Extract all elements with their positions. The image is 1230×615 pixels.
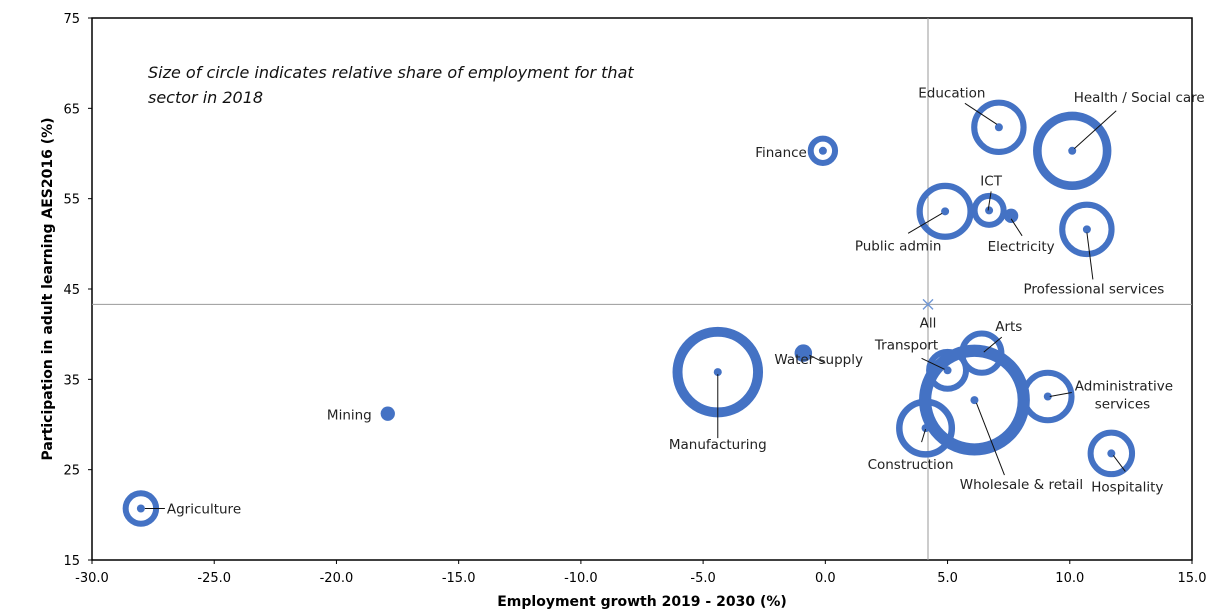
bubble-water-supply bbox=[794, 344, 813, 362]
y-tick-label: 75 bbox=[63, 12, 80, 27]
reference-crosshair bbox=[92, 18, 1192, 560]
bubbles-layer bbox=[122, 99, 1136, 527]
leader-electricity bbox=[1010, 218, 1023, 237]
bubble-center-manufacturing bbox=[713, 368, 722, 377]
bubble-center-wholesale-retail bbox=[970, 396, 979, 405]
y-axis-ticks: 15 25 35 45 55 65 75 bbox=[63, 12, 92, 569]
bubble-center-arts bbox=[977, 349, 986, 358]
bubble-center-education bbox=[994, 123, 1003, 132]
leader-professional-services bbox=[1086, 232, 1094, 280]
x-axis-ticks: -30.0 -25.0 -20.0 -15.0 -10.0 -5.0 0.0 5.0 10.0 1… bbox=[75, 560, 1206, 586]
label-mining: Mining bbox=[327, 408, 372, 424]
leader-education bbox=[964, 102, 998, 125]
x-tick-label: -20.0 bbox=[320, 571, 354, 586]
bubble-center-finance bbox=[818, 146, 827, 155]
bubble-administrative-services bbox=[1021, 369, 1075, 424]
bubble-electricity bbox=[1003, 208, 1019, 223]
bubble-arts bbox=[959, 330, 1005, 376]
reference-point-marker bbox=[922, 298, 934, 310]
label-professional-services: Professional services bbox=[1023, 281, 1164, 297]
y-tick-label: 55 bbox=[63, 193, 80, 208]
x-tick-label: 0.0 bbox=[815, 571, 836, 586]
label-finance: Finance bbox=[755, 145, 807, 161]
y-axis-title: Participation in adult learning AES2016 … bbox=[40, 117, 56, 460]
leader-hospitality bbox=[1112, 455, 1126, 472]
bubble-center-public-admin bbox=[941, 207, 950, 216]
x-tick-label: 15.0 bbox=[1178, 571, 1207, 586]
bubble-professional-services bbox=[1059, 201, 1115, 258]
leader-health-social-care bbox=[1073, 110, 1117, 150]
x-tick-label: -5.0 bbox=[690, 571, 715, 586]
y-tick-label: 45 bbox=[63, 283, 80, 298]
x-axis-title: Employment growth 2019 - 2030 (%) bbox=[497, 594, 787, 610]
label-hospitality: Hospitality bbox=[1091, 479, 1163, 495]
label-all: All bbox=[920, 315, 937, 331]
label-health-social-care: Health / Social care bbox=[1074, 90, 1205, 106]
bubble-center-agriculture bbox=[136, 504, 145, 513]
bubble-center-ict bbox=[985, 206, 994, 215]
leader-transport bbox=[921, 357, 945, 370]
bubble-mining bbox=[380, 406, 395, 421]
leader-water-supply bbox=[809, 354, 826, 364]
x-tick-label: 5.0 bbox=[937, 571, 958, 586]
annotation-line-1: Size of circle indicates relative share … bbox=[148, 63, 634, 82]
bubble-construction bbox=[896, 398, 956, 458]
bubble-education bbox=[971, 99, 1027, 156]
y-tick-label: 15 bbox=[63, 554, 80, 569]
label-water-supply: Water supply bbox=[774, 352, 863, 368]
plot-area bbox=[91, 17, 1193, 561]
label-arts: Arts bbox=[995, 319, 1022, 335]
y-tick-label: 25 bbox=[63, 464, 80, 479]
leader-ict bbox=[987, 191, 992, 211]
x-tick-label: 10.0 bbox=[1055, 571, 1084, 586]
label-ict: ICT bbox=[980, 173, 1002, 189]
label-transport: Transport bbox=[874, 337, 938, 353]
label-public-admin: Public admin bbox=[855, 238, 942, 254]
point-labels: Agriculture Mining Manufacturing Water supp… bbox=[167, 85, 1205, 517]
label-agriculture: Agriculture bbox=[167, 502, 241, 518]
annotation-line-2: sector in 2018 bbox=[148, 88, 263, 107]
x-tick-label: -10.0 bbox=[564, 571, 598, 586]
leader-arts bbox=[983, 336, 1003, 353]
bubble-hospitality bbox=[1087, 429, 1136, 478]
y-tick-label: 65 bbox=[63, 102, 80, 117]
bubble-health-social-care bbox=[1033, 111, 1112, 190]
label-administrative-services: Administrative services bbox=[1075, 378, 1173, 412]
bubble-center-transport bbox=[943, 366, 952, 375]
bubble-center-administrative-services bbox=[1043, 392, 1052, 401]
label-wholesale-retail: Wholesale & retail bbox=[960, 477, 1083, 493]
label-education: Education bbox=[918, 85, 985, 101]
bubble-center-professional-services bbox=[1082, 225, 1091, 234]
leader-wholesale-retail bbox=[975, 402, 1005, 476]
label-manufacturing: Manufacturing bbox=[669, 437, 767, 453]
leader-administrative-services bbox=[1049, 392, 1072, 397]
bubble-center-construction bbox=[921, 424, 930, 433]
x-tick-label: -25.0 bbox=[197, 571, 231, 586]
x-tick-label: -30.0 bbox=[75, 571, 109, 586]
leader-construction bbox=[921, 428, 927, 443]
bubble-transport bbox=[926, 348, 970, 392]
leader-public-admin bbox=[907, 212, 943, 234]
leader-lines bbox=[144, 102, 1126, 510]
x-tick-label: -15.0 bbox=[442, 571, 476, 586]
y-tick-label: 35 bbox=[63, 373, 80, 388]
bubble-finance bbox=[807, 135, 839, 166]
bubble-ict bbox=[971, 192, 1007, 228]
label-electricity: Electricity bbox=[988, 239, 1055, 255]
label-construction: Construction bbox=[868, 457, 954, 473]
bubble-public-admin bbox=[916, 182, 974, 240]
